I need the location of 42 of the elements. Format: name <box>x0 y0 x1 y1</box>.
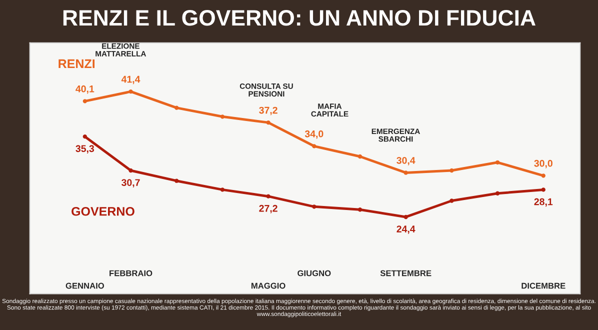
data-label: 35,3 <box>76 145 94 154</box>
point <box>312 204 316 209</box>
x-tick-label: MAGGIO <box>252 282 286 289</box>
point <box>404 214 408 220</box>
point <box>541 174 546 178</box>
point <box>495 191 500 196</box>
data-label: 40,1 <box>76 85 94 94</box>
point <box>82 99 87 104</box>
x-tick-label: GIUGNO <box>298 270 331 276</box>
text: RENZI <box>58 59 94 68</box>
data-label: 41,4 <box>121 76 140 84</box>
point <box>220 188 225 192</box>
x-tick-label: FEBBRAIO <box>110 270 152 276</box>
data-label: 30,7 <box>122 179 140 188</box>
point <box>174 106 179 110</box>
x-tick-label: GENNAIO <box>66 282 104 289</box>
x-tick-label: SETTEMBRE <box>380 270 432 276</box>
point <box>128 90 133 94</box>
point <box>220 114 225 119</box>
point <box>128 168 133 173</box>
chart-title: RENZI E IL GOVERNO: UN ANNO DI FIDUCIA <box>63 10 536 26</box>
point <box>541 188 546 192</box>
point <box>495 160 500 164</box>
point <box>266 194 270 198</box>
point <box>358 208 362 212</box>
point <box>312 144 316 148</box>
data-label: 27,2 <box>259 204 278 214</box>
point <box>450 198 454 203</box>
data-label: 30,0 <box>534 160 552 168</box>
data-label: 28,1 <box>534 198 553 207</box>
point <box>82 134 87 139</box>
point <box>358 154 362 159</box>
x-tick-label: DICEMBRE <box>522 282 566 289</box>
point <box>174 178 179 183</box>
data-label: 34,0 <box>304 130 324 139</box>
data-label: 37,2 <box>259 106 278 116</box>
point <box>450 168 454 173</box>
data-label: 30,4 <box>396 156 416 166</box>
point <box>404 170 408 175</box>
data-label: 24,4 <box>396 226 416 234</box>
point <box>266 120 270 125</box>
text: GOVERNO <box>72 206 134 216</box>
